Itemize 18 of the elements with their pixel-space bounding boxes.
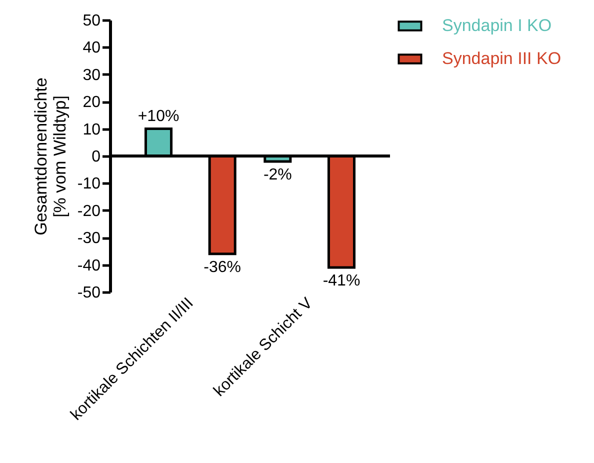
y-axis-title: Gesamtdornendichte [% vom Wildtyp] — [31, 78, 70, 236]
legend-label: Syndapin I KO — [442, 16, 552, 35]
y-tick-label: -10 — [77, 176, 101, 193]
y-tick-label: -40 — [77, 257, 101, 274]
y-tick-label: -50 — [77, 284, 101, 302]
y-tick-label: 40 — [82, 40, 101, 57]
y-tick-label: 20 — [82, 94, 101, 112]
legend-label: Syndapin III KO — [442, 49, 562, 68]
y-tick-label: 50 — [82, 12, 101, 30]
data-label: -36% — [204, 258, 242, 276]
y-tick-label: 0 — [92, 148, 101, 166]
y-tick-label: -30 — [77, 230, 101, 248]
y-tick-label: 30 — [82, 66, 101, 84]
data-label: -41% — [322, 272, 360, 290]
y-tick-label: -20 — [77, 202, 101, 220]
data-label: +10% — [138, 108, 180, 125]
y-tick-label: 10 — [82, 121, 101, 138]
data-label: -2% — [263, 166, 292, 184]
